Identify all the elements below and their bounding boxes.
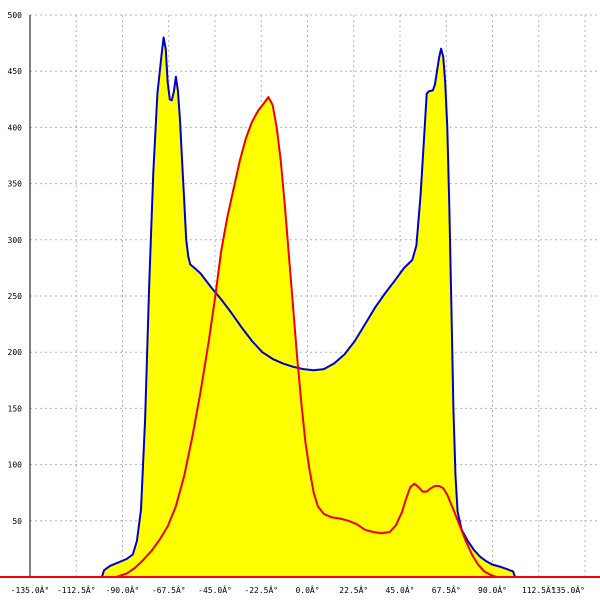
x-tick-label: 22.5Â° (339, 584, 368, 595)
x-tick-label: 90.0Â° (478, 584, 507, 595)
x-tick-label: -135.0Â° (11, 584, 50, 595)
x-tick-labels: -135.0Â° -112.5Â° -90.0Â° -67.5Â° -45.0Â° -22… (11, 584, 585, 595)
series-layer (100, 36, 517, 578)
series-line (115, 96, 497, 578)
series-fill-area (116, 97, 497, 577)
x-tick-label: -90.0Â° (106, 584, 140, 595)
fill-layer (101, 37, 516, 577)
x-tick-label: 112.5Â° (522, 584, 556, 595)
y-tick-label: 500 (8, 11, 23, 20)
y-tick-label: 200 (8, 348, 23, 357)
y-tick-label: 50 (12, 517, 22, 526)
y-tick-label: 300 (8, 236, 23, 245)
x-tick-label: 135.0Â° (551, 584, 585, 595)
x-tick-label: 0.0Â° (295, 584, 319, 595)
y-tick-label: 450 (8, 67, 23, 76)
x-tick-label: 67.5Â° (432, 584, 461, 595)
y-tick-label: 100 (8, 461, 23, 470)
y-tick-label: 150 (8, 404, 23, 413)
x-tick-label: -67.5Â° (152, 584, 186, 595)
x-tick-label: -22.5Â° (244, 584, 278, 595)
y-tick-label: 250 (8, 292, 23, 301)
y-tick-labels: 50 100 150 200 250 300 350 400 450 500 (8, 11, 23, 526)
x-tick-label: 45.0Â° (386, 584, 415, 595)
x-tick-label: -112.5Â° (57, 584, 96, 595)
y-tick-label: 350 (8, 180, 23, 189)
series-line (100, 36, 517, 578)
y-tick-label: 400 (8, 123, 23, 132)
x-tick-label: -45.0Â° (198, 584, 232, 595)
